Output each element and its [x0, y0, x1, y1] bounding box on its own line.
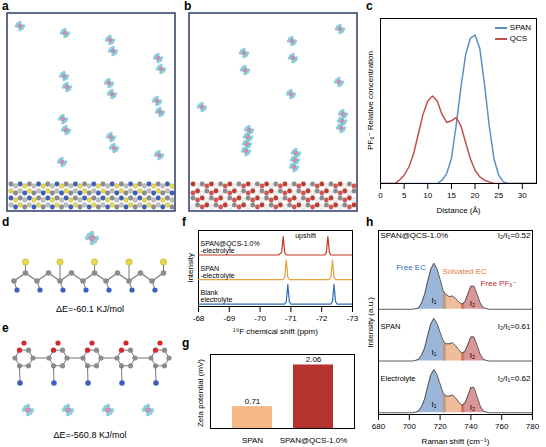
- html-text:Zeta potential (mV): Zeta potential (mV): [195, 359, 205, 427]
- svg-text:0: 0: [378, 191, 383, 200]
- svg-text:Free PF₆⁻: Free PF₆⁻: [480, 279, 516, 288]
- svg-text:30: 30: [518, 191, 527, 200]
- html-text:ΔE=-60.1 KJ/mol: ΔE=-60.1 KJ/mol: [56, 304, 124, 314]
- svg-text:SPAN@QCS-1.0%: SPAN@QCS-1.0%: [381, 231, 449, 240]
- svg-text:-69: -69: [224, 314, 236, 323]
- html-text:d: d: [2, 215, 10, 229]
- html-text:Intensity (a.u.): Intensity (a.u.): [365, 296, 375, 348]
- html-text:f: f: [182, 215, 186, 229]
- svg-text:Electrolyte: Electrolyte: [381, 374, 416, 383]
- svg-text:-68: -68: [193, 314, 205, 323]
- html-text:g: g: [182, 336, 190, 350]
- html-text:Intensity: Intensity: [185, 253, 195, 283]
- html-text:a: a: [2, 0, 9, 13]
- svg-text:15: 15: [447, 191, 456, 200]
- svg-text:740: 740: [464, 422, 478, 431]
- svg-text:Free EC: Free EC: [396, 263, 426, 272]
- html-text:b: b: [184, 0, 192, 13]
- svg-text:SPAN: SPAN: [242, 436, 263, 445]
- svg-text:I₁: I₁: [431, 348, 436, 357]
- svg-text:720: 720: [433, 422, 447, 431]
- svg-text:25: 25: [494, 191, 503, 200]
- svg-text:SPAN-electrolyte: SPAN-electrolyte: [201, 265, 235, 280]
- svg-text:SPAN@QCS-1.0%: SPAN@QCS-1.0%: [280, 436, 348, 445]
- html-text:c: c: [366, 0, 373, 13]
- svg-text:20: 20: [471, 191, 480, 200]
- svg-text:I₂: I₂: [470, 403, 475, 412]
- svg-text:-70: -70: [254, 314, 266, 323]
- svg-text:2.06: 2.06: [306, 355, 322, 364]
- svg-text:I₂/I₁=0.61: I₂/I₁=0.61: [498, 322, 531, 331]
- svg-text:-71: -71: [285, 314, 297, 323]
- svg-text:upshift: upshift: [295, 232, 316, 240]
- svg-text:-72: -72: [316, 314, 328, 323]
- svg-text:Distance (Å): Distance (Å): [436, 206, 480, 215]
- svg-text:760: 760: [495, 422, 509, 431]
- svg-text:10: 10: [423, 191, 432, 200]
- svg-text:I₂/I₁=0.62: I₂/I₁=0.62: [498, 374, 531, 383]
- svg-text:¹⁹F chemical shift (ppm): ¹⁹F chemical shift (ppm): [233, 327, 318, 336]
- svg-text:5: 5: [402, 191, 407, 200]
- svg-text:Blankelectrolyte: Blankelectrolyte: [201, 289, 233, 304]
- svg-text:680: 680: [372, 422, 386, 431]
- svg-text:SPAN@QCS-1.0%-electrolyte: SPAN@QCS-1.0%-electrolyte: [201, 240, 260, 255]
- html-text:PF₆⁻ Relative concentration: PF₆⁻ Relative concentration: [365, 51, 375, 150]
- svg-text:0.71: 0.71: [245, 397, 261, 406]
- svg-text:SPAN: SPAN: [381, 322, 401, 331]
- html-text:SPAN: SPAN: [509, 23, 531, 32]
- svg-text:700: 700: [403, 422, 417, 431]
- svg-text:Solvated EC: Solvated EC: [442, 267, 487, 276]
- svg-text:I₁: I₁: [431, 296, 436, 305]
- svg-text:-73: -73: [347, 314, 359, 323]
- svg-text:Raman shift (cm⁻¹): Raman shift (cm⁻¹): [422, 437, 490, 446]
- svg-text:I₂: I₂: [470, 351, 475, 360]
- svg-text:I₁: I₁: [431, 400, 436, 409]
- svg-text:780: 780: [526, 422, 540, 431]
- html-text:e: e: [2, 321, 9, 335]
- svg-text:I₂/I₁=0.52: I₂/I₁=0.52: [498, 231, 531, 240]
- html-text:QCS: QCS: [509, 34, 528, 43]
- svg-text:I₂: I₂: [470, 299, 475, 308]
- html-text:h: h: [366, 215, 374, 229]
- html-text:ΔE=-560.8 KJ/mol: ΔE=-560.8 KJ/mol: [53, 430, 127, 440]
